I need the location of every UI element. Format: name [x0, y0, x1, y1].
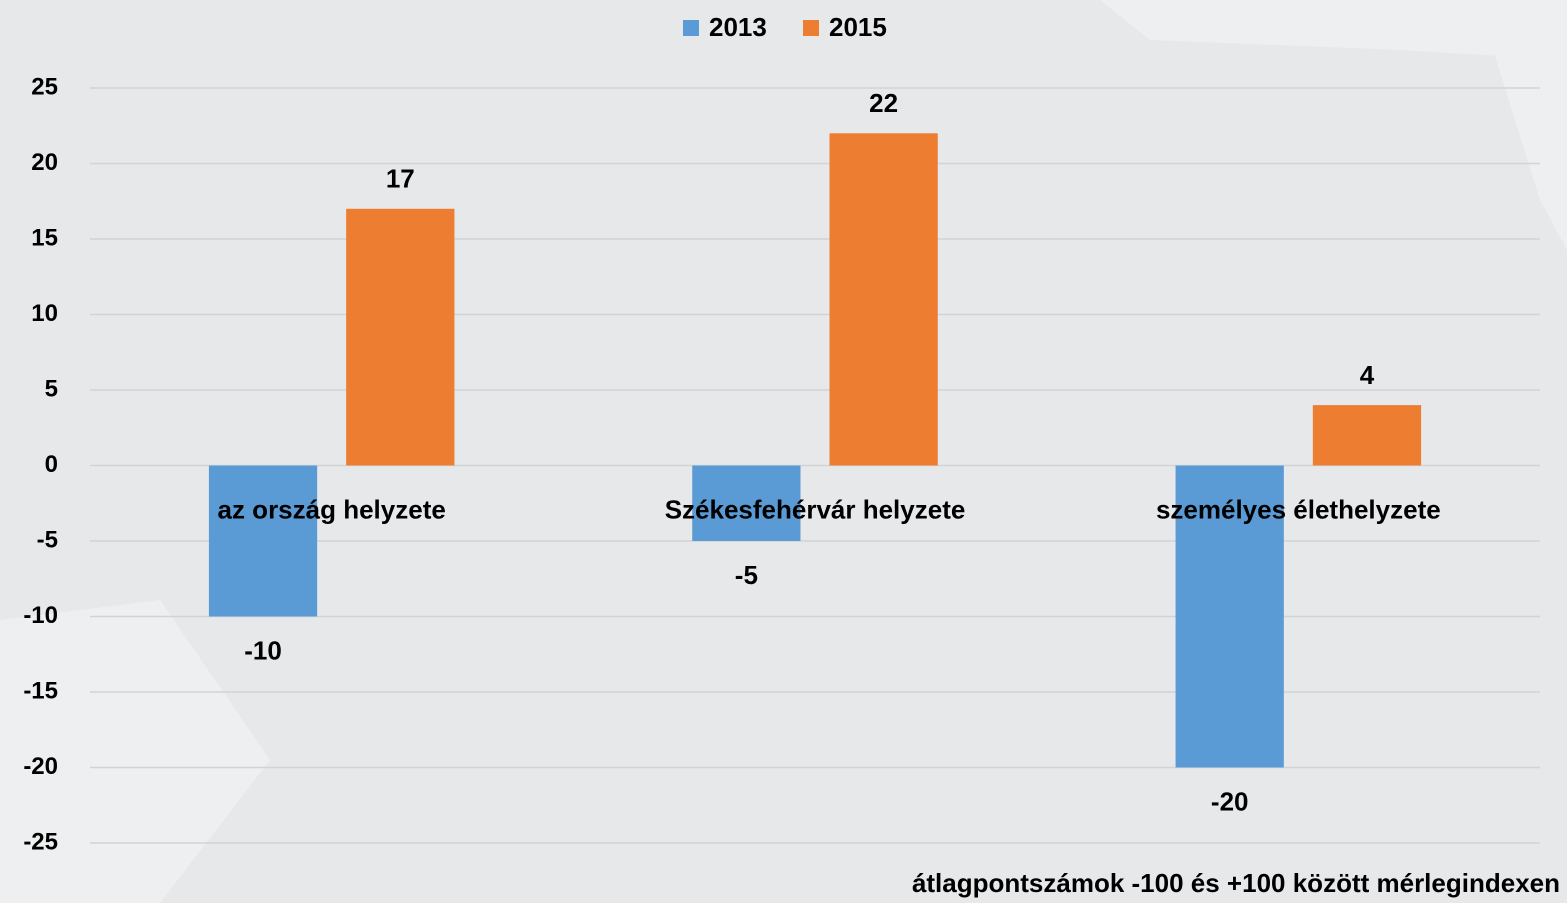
labels: -25 -20 -15 -10 -5 0 5 10 15 20 25 2013 2015 -10 17 az … — [23, 12, 1440, 855]
grid — [90, 87, 1540, 844]
legend-swatch — [803, 20, 819, 36]
bar — [1175, 465, 1284, 768]
bar — [346, 208, 455, 466]
y-tick-label: 10 — [31, 300, 58, 327]
x-tick-label: az ország helyzete — [218, 494, 446, 524]
background-shape — [1490, 40, 1567, 250]
y-tick-label: 20 — [31, 149, 58, 176]
y-tick-label: 5 — [45, 375, 58, 402]
data-label: -5 — [735, 560, 758, 590]
y-tick-label: -5 — [37, 526, 58, 553]
x-tick-label: Székesfehérvár helyzete — [665, 494, 966, 524]
background-shape — [0, 600, 270, 903]
annotation: átlagpontszámok -100 és +100 között mérl… — [912, 868, 1560, 898]
bar — [208, 465, 318, 617]
legend-label: 2013 — [709, 12, 767, 42]
y-tick-label: 0 — [45, 451, 58, 478]
bar — [692, 465, 801, 541]
bar — [829, 133, 938, 466]
y-tick-label: -10 — [23, 602, 58, 629]
data-label: 22 — [869, 88, 898, 118]
y-tick-label: -25 — [23, 828, 58, 855]
background-shape — [1100, 0, 1567, 60]
data-label: 4 — [1360, 360, 1375, 390]
y-tick-label: -15 — [23, 677, 58, 704]
data-label: -10 — [244, 635, 282, 665]
y-tick-label: 15 — [31, 224, 58, 251]
legend-label: 2015 — [829, 12, 887, 42]
bars — [208, 133, 1422, 768]
y-tick-label: 25 — [31, 73, 58, 100]
data-label: 17 — [386, 164, 415, 194]
data-label: -20 — [1211, 786, 1249, 816]
y-tick-label: -20 — [23, 753, 58, 780]
bar — [1312, 405, 1422, 466]
x-tick-label: személyes élethelyzete — [1156, 494, 1441, 524]
legend-swatch — [683, 20, 699, 36]
